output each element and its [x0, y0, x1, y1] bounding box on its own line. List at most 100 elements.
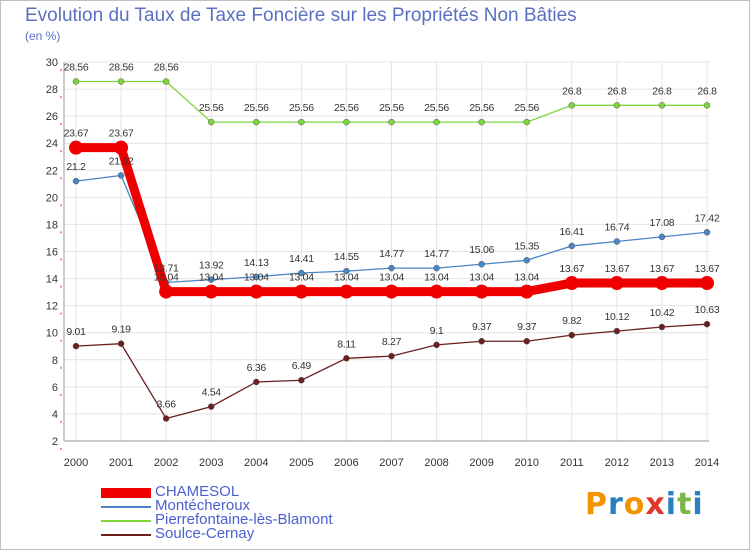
legend-label: Montécheroux [155, 497, 251, 514]
y-tick-label: 16 [46, 247, 58, 259]
data-label: 15.35 [514, 240, 539, 252]
data-label: 14.13 [244, 257, 269, 269]
y-tick-label: 26 [46, 111, 58, 123]
y-tick-label: 12 [46, 301, 58, 313]
data-point-soulce-cernay [388, 352, 395, 360]
x-tick-label: 2011 [560, 457, 584, 469]
data-point-soulce-cernay [703, 320, 711, 328]
data-point-chamesol [384, 284, 399, 299]
data-label: 13.04 [199, 272, 224, 284]
data-point-montecheroux [478, 260, 485, 268]
x-tick-label: 2008 [424, 457, 448, 469]
series-layer [69, 78, 714, 422]
data-point-soulce-cernay [433, 341, 440, 349]
data-label: 10.42 [650, 307, 675, 319]
data-label: 21.62 [109, 155, 134, 167]
data-label: 28.56 [64, 61, 89, 73]
data-point-montecheroux [207, 276, 215, 283]
data-label: 13.67 [650, 263, 675, 275]
data-label: 26.8 [562, 85, 582, 97]
data-point-soulce-cernay [478, 337, 485, 345]
data-label: 14.77 [379, 248, 404, 260]
data-point-soulce-cernay [658, 323, 666, 331]
x-tick-label: 2010 [514, 457, 538, 469]
data-label: 28.56 [109, 61, 134, 73]
data-point-soulce-cernay [162, 415, 170, 422]
y-tick-label: 18 [46, 219, 58, 231]
data-point-soulce-cernay [72, 342, 80, 350]
legend-label: Soulce-Cernay [155, 525, 255, 542]
data-point-montecheroux [613, 238, 621, 245]
data-label: 3.66 [157, 399, 177, 411]
legend-swatch [101, 506, 151, 508]
data-point-pierrefontaine-les-blamont [207, 118, 215, 126]
unit-label: (en %) [25, 29, 61, 43]
data-label: 9.82 [562, 315, 582, 327]
data-point-montecheroux [343, 267, 350, 275]
data-label: 9.01 [66, 326, 86, 338]
x-tick-label: 2013 [650, 457, 674, 469]
data-label: 16.41 [559, 226, 584, 238]
proxiti-logo: Proxiti [585, 487, 704, 522]
data-point-pierrefontaine-les-blamont [568, 102, 576, 109]
data-label: 13.04 [424, 272, 449, 284]
data-point-chamesol [204, 284, 219, 299]
logo-letter: i [692, 487, 704, 522]
x-tick-label: 2001 [109, 457, 133, 469]
x-tick-label: 2007 [379, 457, 403, 469]
data-label: 9.1 [430, 325, 444, 337]
x-tick-label: 2003 [199, 457, 223, 469]
logo-letter: o [623, 487, 646, 522]
data-point-chamesol [294, 284, 309, 299]
x-tick-label: 2014 [695, 457, 719, 469]
data-point-pierrefontaine-les-blamont [343, 118, 350, 126]
data-label: 25.56 [334, 102, 359, 114]
legend-swatch [101, 520, 151, 522]
logo-letter: t [677, 487, 693, 522]
data-point-soulce-cernay [568, 331, 576, 339]
legend-label: CHAMESOL [155, 483, 240, 500]
data-label: 23.67 [64, 128, 89, 140]
data-point-montecheroux [72, 177, 80, 185]
logo-letter: x [645, 487, 666, 522]
data-label: 13.04 [334, 272, 359, 284]
data-point-pierrefontaine-les-blamont [478, 118, 485, 126]
data-label: 13.04 [289, 272, 314, 284]
data-label: 25.56 [244, 102, 269, 114]
data-point-soulce-cernay [253, 378, 260, 386]
data-point-soulce-cernay [117, 340, 125, 347]
data-point-pierrefontaine-les-blamont [162, 78, 170, 85]
data-label: 13.67 [559, 263, 584, 275]
data-label: 26.8 [607, 85, 627, 97]
y-tick-label: 20 [46, 192, 58, 204]
y-tick-label: 6 [52, 382, 58, 394]
data-point-montecheroux [298, 269, 305, 277]
data-point-pierrefontaine-les-blamont [658, 102, 666, 109]
data-label: 26.8 [652, 85, 672, 97]
data-point-chamesol [339, 284, 354, 299]
data-label: 6.36 [247, 362, 267, 374]
data-point-chamesol [519, 284, 534, 299]
data-label: 17.42 [695, 212, 720, 224]
data-label: 13.04 [514, 272, 539, 284]
data-point-pierrefontaine-les-blamont [433, 118, 440, 126]
data-point-soulce-cernay [298, 376, 305, 384]
data-point-soulce-cernay [613, 327, 621, 335]
data-point-chamesol [429, 284, 444, 299]
data-point-soulce-cernay [343, 355, 350, 362]
data-point-soulce-cernay [207, 403, 215, 410]
data-point-chamesol [700, 276, 714, 291]
x-tick-label: 2006 [334, 457, 358, 469]
data-point-chamesol [69, 140, 83, 155]
data-label: 9.37 [472, 321, 492, 333]
data-label: 14.55 [334, 251, 359, 263]
data-label: 10.63 [695, 304, 720, 316]
chart-title: Evolution du Taux de Taxe Foncière sur l… [25, 5, 577, 26]
y-tick-label: 8 [52, 355, 58, 367]
x-tick-label: 2012 [605, 457, 629, 469]
data-point-chamesol [654, 276, 669, 291]
y-tick-label: 4 [52, 409, 58, 421]
grid-layer [64, 61, 709, 442]
